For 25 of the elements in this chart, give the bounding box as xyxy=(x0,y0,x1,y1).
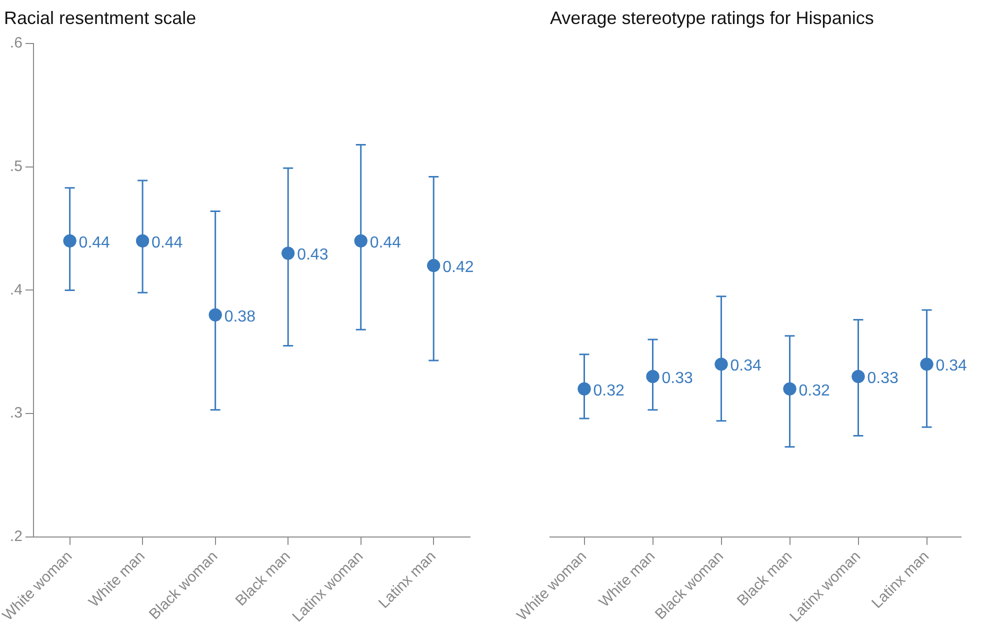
y-tick-label: .4 xyxy=(10,281,22,298)
point xyxy=(63,234,76,248)
data-label: 0.32 xyxy=(798,382,830,400)
chart-title: Racial resentment scale xyxy=(4,8,196,28)
y-tick-label: .3 xyxy=(10,404,22,422)
data-label: 0.33 xyxy=(662,370,693,387)
data-label: 0.43 xyxy=(297,246,328,264)
chart-title: Average stereotype ratings for Hispanics xyxy=(550,8,874,28)
data-label: 0.42 xyxy=(442,258,474,276)
y-tick-label: .5 xyxy=(10,158,22,176)
y-tick-label: .6 xyxy=(10,34,22,52)
data-label: 0.44 xyxy=(370,234,402,252)
data-label: 0.33 xyxy=(867,370,898,387)
data-label: 0.44 xyxy=(152,234,183,252)
point xyxy=(282,246,295,260)
point xyxy=(427,259,440,272)
data-label: 0.44 xyxy=(78,234,110,252)
point xyxy=(208,308,222,322)
data-label: 0.34 xyxy=(730,358,762,375)
point xyxy=(354,234,368,248)
data-label: 0.32 xyxy=(593,382,624,400)
data-label: 0.34 xyxy=(936,358,967,375)
y-tick-label: .2 xyxy=(10,528,22,545)
point xyxy=(136,234,150,248)
data-label: 0.38 xyxy=(224,308,256,326)
